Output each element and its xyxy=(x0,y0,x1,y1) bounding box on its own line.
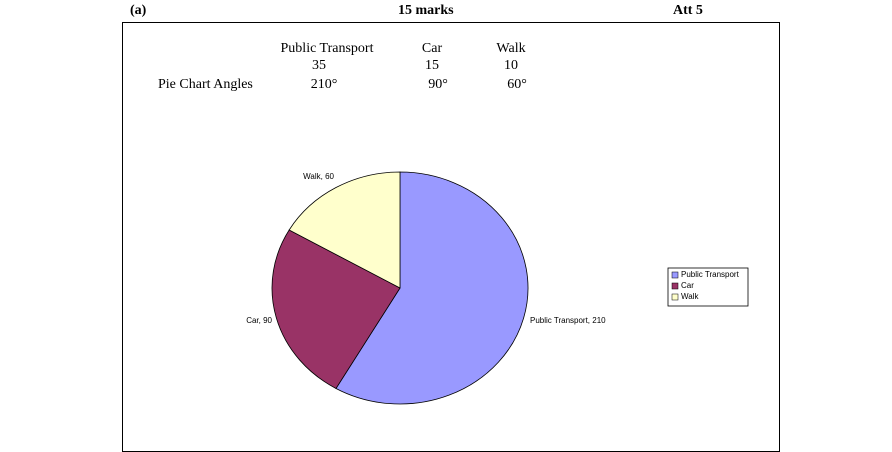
col-header: Car xyxy=(421,41,443,56)
data-label: Public Transport, 210 xyxy=(530,316,606,325)
legend-swatch xyxy=(671,293,679,301)
pie-slice xyxy=(288,171,401,289)
pie-slice xyxy=(335,171,529,405)
legend-box xyxy=(667,267,749,307)
angle: 60° xyxy=(507,77,527,92)
count: 15 xyxy=(425,58,439,73)
count: 10 xyxy=(504,58,518,73)
attempt: Att 5 xyxy=(673,3,703,18)
data-label: Walk, 60 xyxy=(303,172,334,181)
legend-label: Car xyxy=(681,281,694,290)
data-label: Car, 90 xyxy=(246,316,272,325)
page: (a) 15 marks Att 5 Public Transport Car … xyxy=(122,3,780,452)
legend-swatch xyxy=(671,282,679,290)
angle: 210° xyxy=(310,77,338,92)
legend-label: Walk xyxy=(681,292,699,301)
col-header: Walk xyxy=(496,41,526,56)
col-header: Public Transport xyxy=(280,41,374,56)
pie-slice xyxy=(271,229,401,389)
legend-swatch xyxy=(671,271,679,279)
count: 35 xyxy=(312,58,326,73)
part-label: (a) xyxy=(130,3,147,18)
legend-label: Public Transport xyxy=(681,270,740,279)
row-label: Pie Chart Angles xyxy=(158,77,253,92)
angle: 90° xyxy=(428,77,448,92)
marks: 15 marks xyxy=(398,3,454,18)
pie-chart: Public Transport, 210 Car, 90 Walk, 60 Publ… xyxy=(246,171,749,405)
